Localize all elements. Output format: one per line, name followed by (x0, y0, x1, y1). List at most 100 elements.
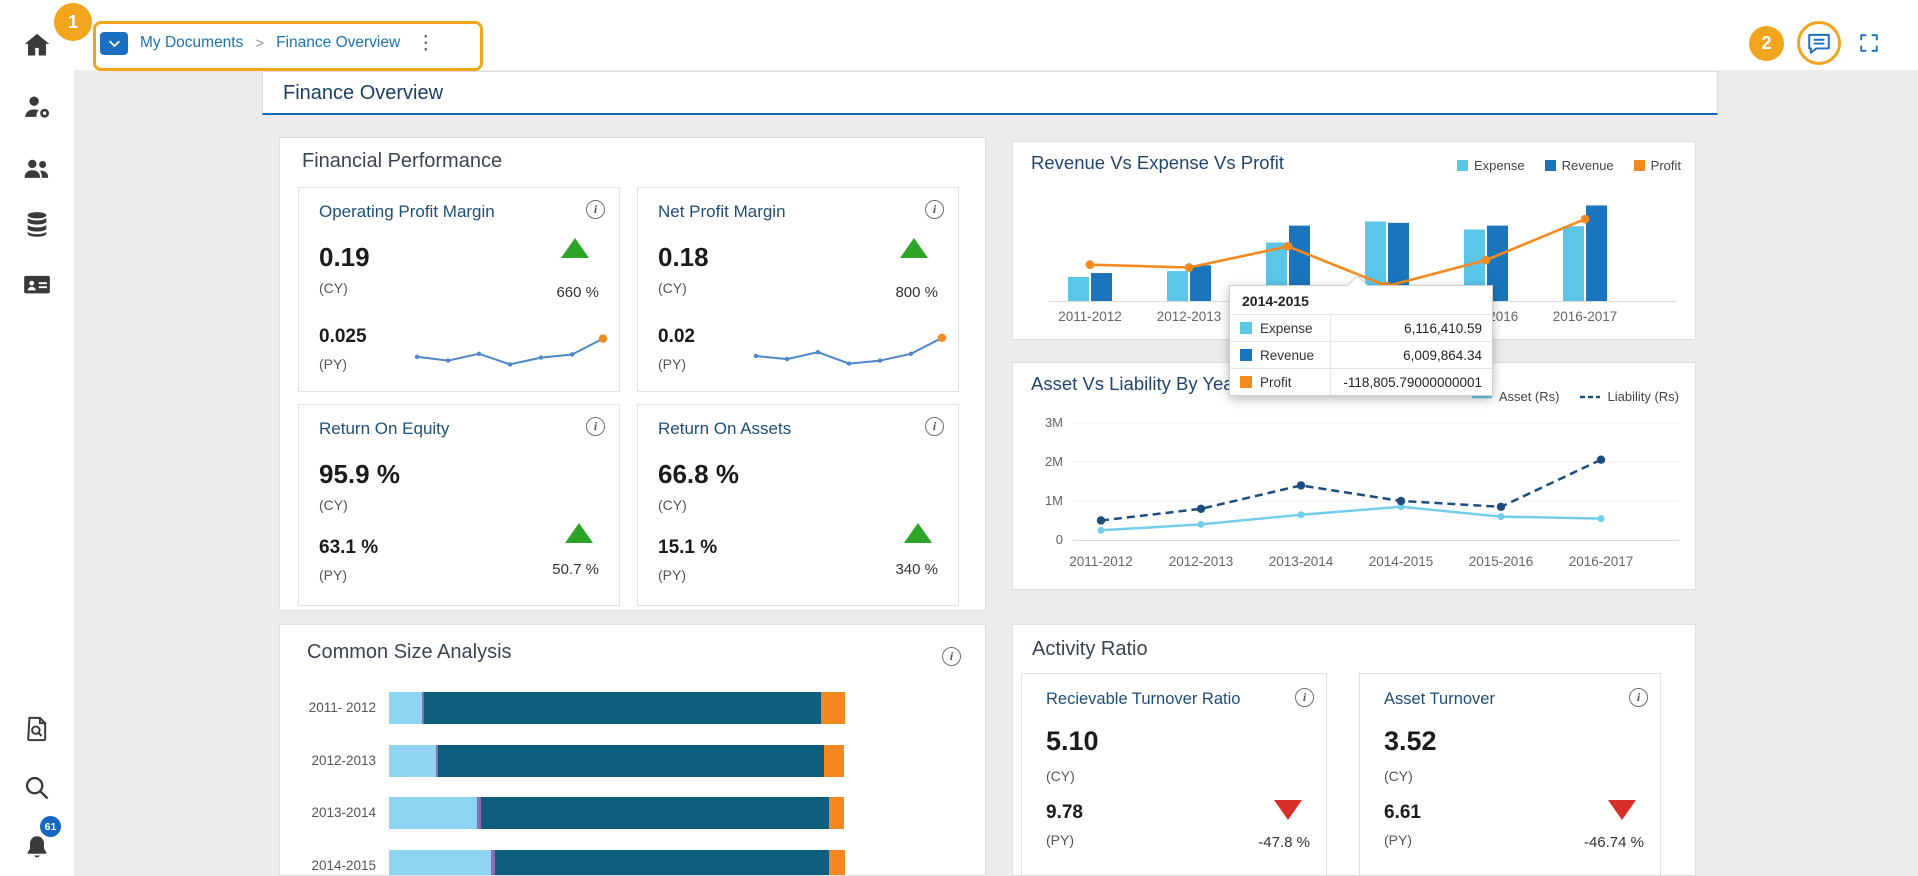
common-size-chart[interactable]: 2011- 2012 2012-2013 2013-2014 2014-2015 (280, 625, 985, 875)
row-label: 2012-2013 (311, 753, 376, 768)
kpi-title: Asset Turnover (1384, 690, 1495, 708)
kpi-py-label: (PY) (319, 567, 347, 583)
revenue-swatch (1240, 349, 1252, 361)
stacked-bar[interactable] (389, 692, 845, 724)
legend-label: Expense (1474, 158, 1525, 173)
revenue-bar (1586, 205, 1607, 301)
widget-title: Activity Ratio (1032, 638, 1148, 660)
annotation-2-highlight (1797, 21, 1841, 65)
kpi-title: Operating Profit Margin (319, 202, 495, 221)
info-icon[interactable]: i (586, 200, 605, 219)
trend-up-icon (565, 523, 593, 543)
kpi-previous-value: 15.1 % (658, 537, 718, 558)
legend-label: Revenue (1561, 158, 1614, 173)
expense-bar (1365, 221, 1386, 301)
info-icon[interactable]: i (942, 647, 961, 666)
legend-profit[interactable]: Profit (1633, 158, 1681, 173)
info-icon[interactable]: i (925, 417, 944, 436)
kpi-card-receivable-turnover-ratio: Recievable Turnover Ratio i 5.10 (CY) 9.… (1021, 673, 1327, 875)
kpi-delta: -47.8 % (1258, 834, 1310, 851)
user-gear-icon (25, 96, 50, 118)
sidebar-item-report-search[interactable] (23, 715, 51, 743)
more-options-icon[interactable]: ⋮ (416, 32, 436, 54)
info-icon[interactable]: i (925, 200, 944, 219)
x-axis-label: 2016-2017 (1553, 309, 1618, 324)
x-axis-label: 2011-2012 (1069, 554, 1133, 569)
kpi-py-label: (PY) (658, 356, 686, 372)
breadcrumb-current[interactable]: Finance Overview (276, 34, 401, 51)
info-icon[interactable]: i (1629, 688, 1648, 707)
financial-performance-widget: Financial Performance Operating Profit M… (279, 137, 986, 611)
stacked-bar[interactable] (389, 850, 846, 875)
asset-liability-chart[interactable]: 3M 2M 1M 0 2011-2012 2012-2013 2013-2014 2014-2… (1013, 363, 1696, 590)
stacked-bar[interactable] (389, 797, 844, 829)
notification-badge: 61 (40, 816, 61, 837)
tooltip-label: Profit (1260, 369, 1331, 395)
widget-title: Common Size Analysis (307, 641, 512, 663)
home-icon (24, 33, 50, 56)
info-icon[interactable]: i (586, 417, 605, 436)
chevron-down-icon (108, 40, 120, 47)
kpi-cy-label: (CY) (658, 280, 687, 296)
profit-swatch (1240, 376, 1252, 388)
y-axis-label: 3M (1045, 415, 1063, 430)
chart-legend: Asset (Rs) Liability (Rs) (1471, 389, 1679, 404)
x-axis-label: 2016-2017 (1569, 554, 1634, 569)
stacked-bar[interactable] (389, 745, 845, 777)
asset-line-marker (1471, 395, 1492, 398)
annotation-2-badge: 2 (1749, 26, 1784, 61)
legend-revenue[interactable]: Revenue (1544, 158, 1614, 173)
sidebar-item-user-groups[interactable] (23, 154, 51, 182)
legend-asset[interactable]: Asset (Rs) (1471, 389, 1559, 404)
dashboard-header: Finance Overview (262, 71, 1718, 115)
users-icon (24, 159, 49, 178)
expense-swatch (1240, 322, 1252, 334)
kpi-py-label: (PY) (658, 567, 686, 583)
sidebar-item-search[interactable] (23, 774, 51, 802)
kpi-current-value: 0.18 (658, 242, 709, 272)
fullscreen-button[interactable] (1858, 32, 1880, 57)
row-label: 2014-2015 (311, 858, 376, 873)
database-icon (27, 212, 47, 237)
tooltip-row: Profit -118,805.79000000001 (1230, 368, 1492, 395)
sidebar-item-data-sources[interactable] (23, 210, 51, 238)
sidebar-item-user-settings[interactable] (23, 93, 51, 121)
kpi-previous-value: 63.1 % (319, 537, 379, 558)
kpi-current-value: 3.52 (1384, 726, 1437, 756)
tooltip-label: Revenue (1260, 342, 1331, 368)
trend-down-icon (1274, 800, 1302, 820)
sidebar-item-notifications[interactable] (23, 833, 51, 861)
annotation-1-badge: 1 (54, 3, 92, 41)
kpi-title: Net Profit Margin (658, 202, 786, 221)
sidebar-item-home[interactable] (23, 31, 51, 59)
tooltip-title: 2014-2015 (1242, 293, 1309, 309)
kpi-title: Recievable Turnover Ratio (1046, 690, 1241, 708)
kpi-current-value: 0.19 (319, 242, 370, 272)
tooltip-label: Expense (1260, 315, 1331, 341)
x-axis-label: 2011-2012 (1058, 309, 1122, 324)
breadcrumb-root[interactable]: My Documents (140, 34, 244, 51)
dashboard-menu-button[interactable] (100, 31, 128, 55)
expense-swatch (1457, 160, 1469, 171)
x-axis-label: 2012-2013 (1157, 309, 1222, 324)
y-axis-label: 0 (1056, 532, 1063, 547)
dashboard-title: Finance Overview (283, 82, 444, 104)
sidebar-item-id-card[interactable] (23, 270, 51, 298)
kpi-delta: 660 % (556, 284, 599, 301)
kpi-delta: -46.74 % (1583, 834, 1644, 851)
legend-label: Profit (1650, 158, 1681, 173)
sparkline-chart (414, 334, 608, 367)
legend-label: Liability (Rs) (1607, 389, 1679, 404)
legend-liability[interactable]: Liability (Rs) (1579, 389, 1679, 404)
trend-up-icon (900, 238, 928, 258)
kpi-py-label: (PY) (1384, 832, 1412, 848)
tooltip-value: -118,805.79000000001 (1343, 374, 1482, 390)
kpi-card-asset-turnover: Asset Turnover i 3.52 (CY) 6.61 (PY) -46… (1359, 673, 1661, 875)
info-icon[interactable]: i (1295, 688, 1314, 707)
revenue-swatch (1544, 160, 1556, 171)
legend-expense[interactable]: Expense (1457, 158, 1525, 173)
revenue-bar (1190, 265, 1211, 301)
kpi-card-return-on-assets: Return On Assets i 66.8 % (CY) 15.1 % (P… (637, 404, 959, 606)
kpi-current-value: 66.8 % (658, 459, 739, 489)
x-axis-label: 2014-2015 (1369, 554, 1434, 569)
